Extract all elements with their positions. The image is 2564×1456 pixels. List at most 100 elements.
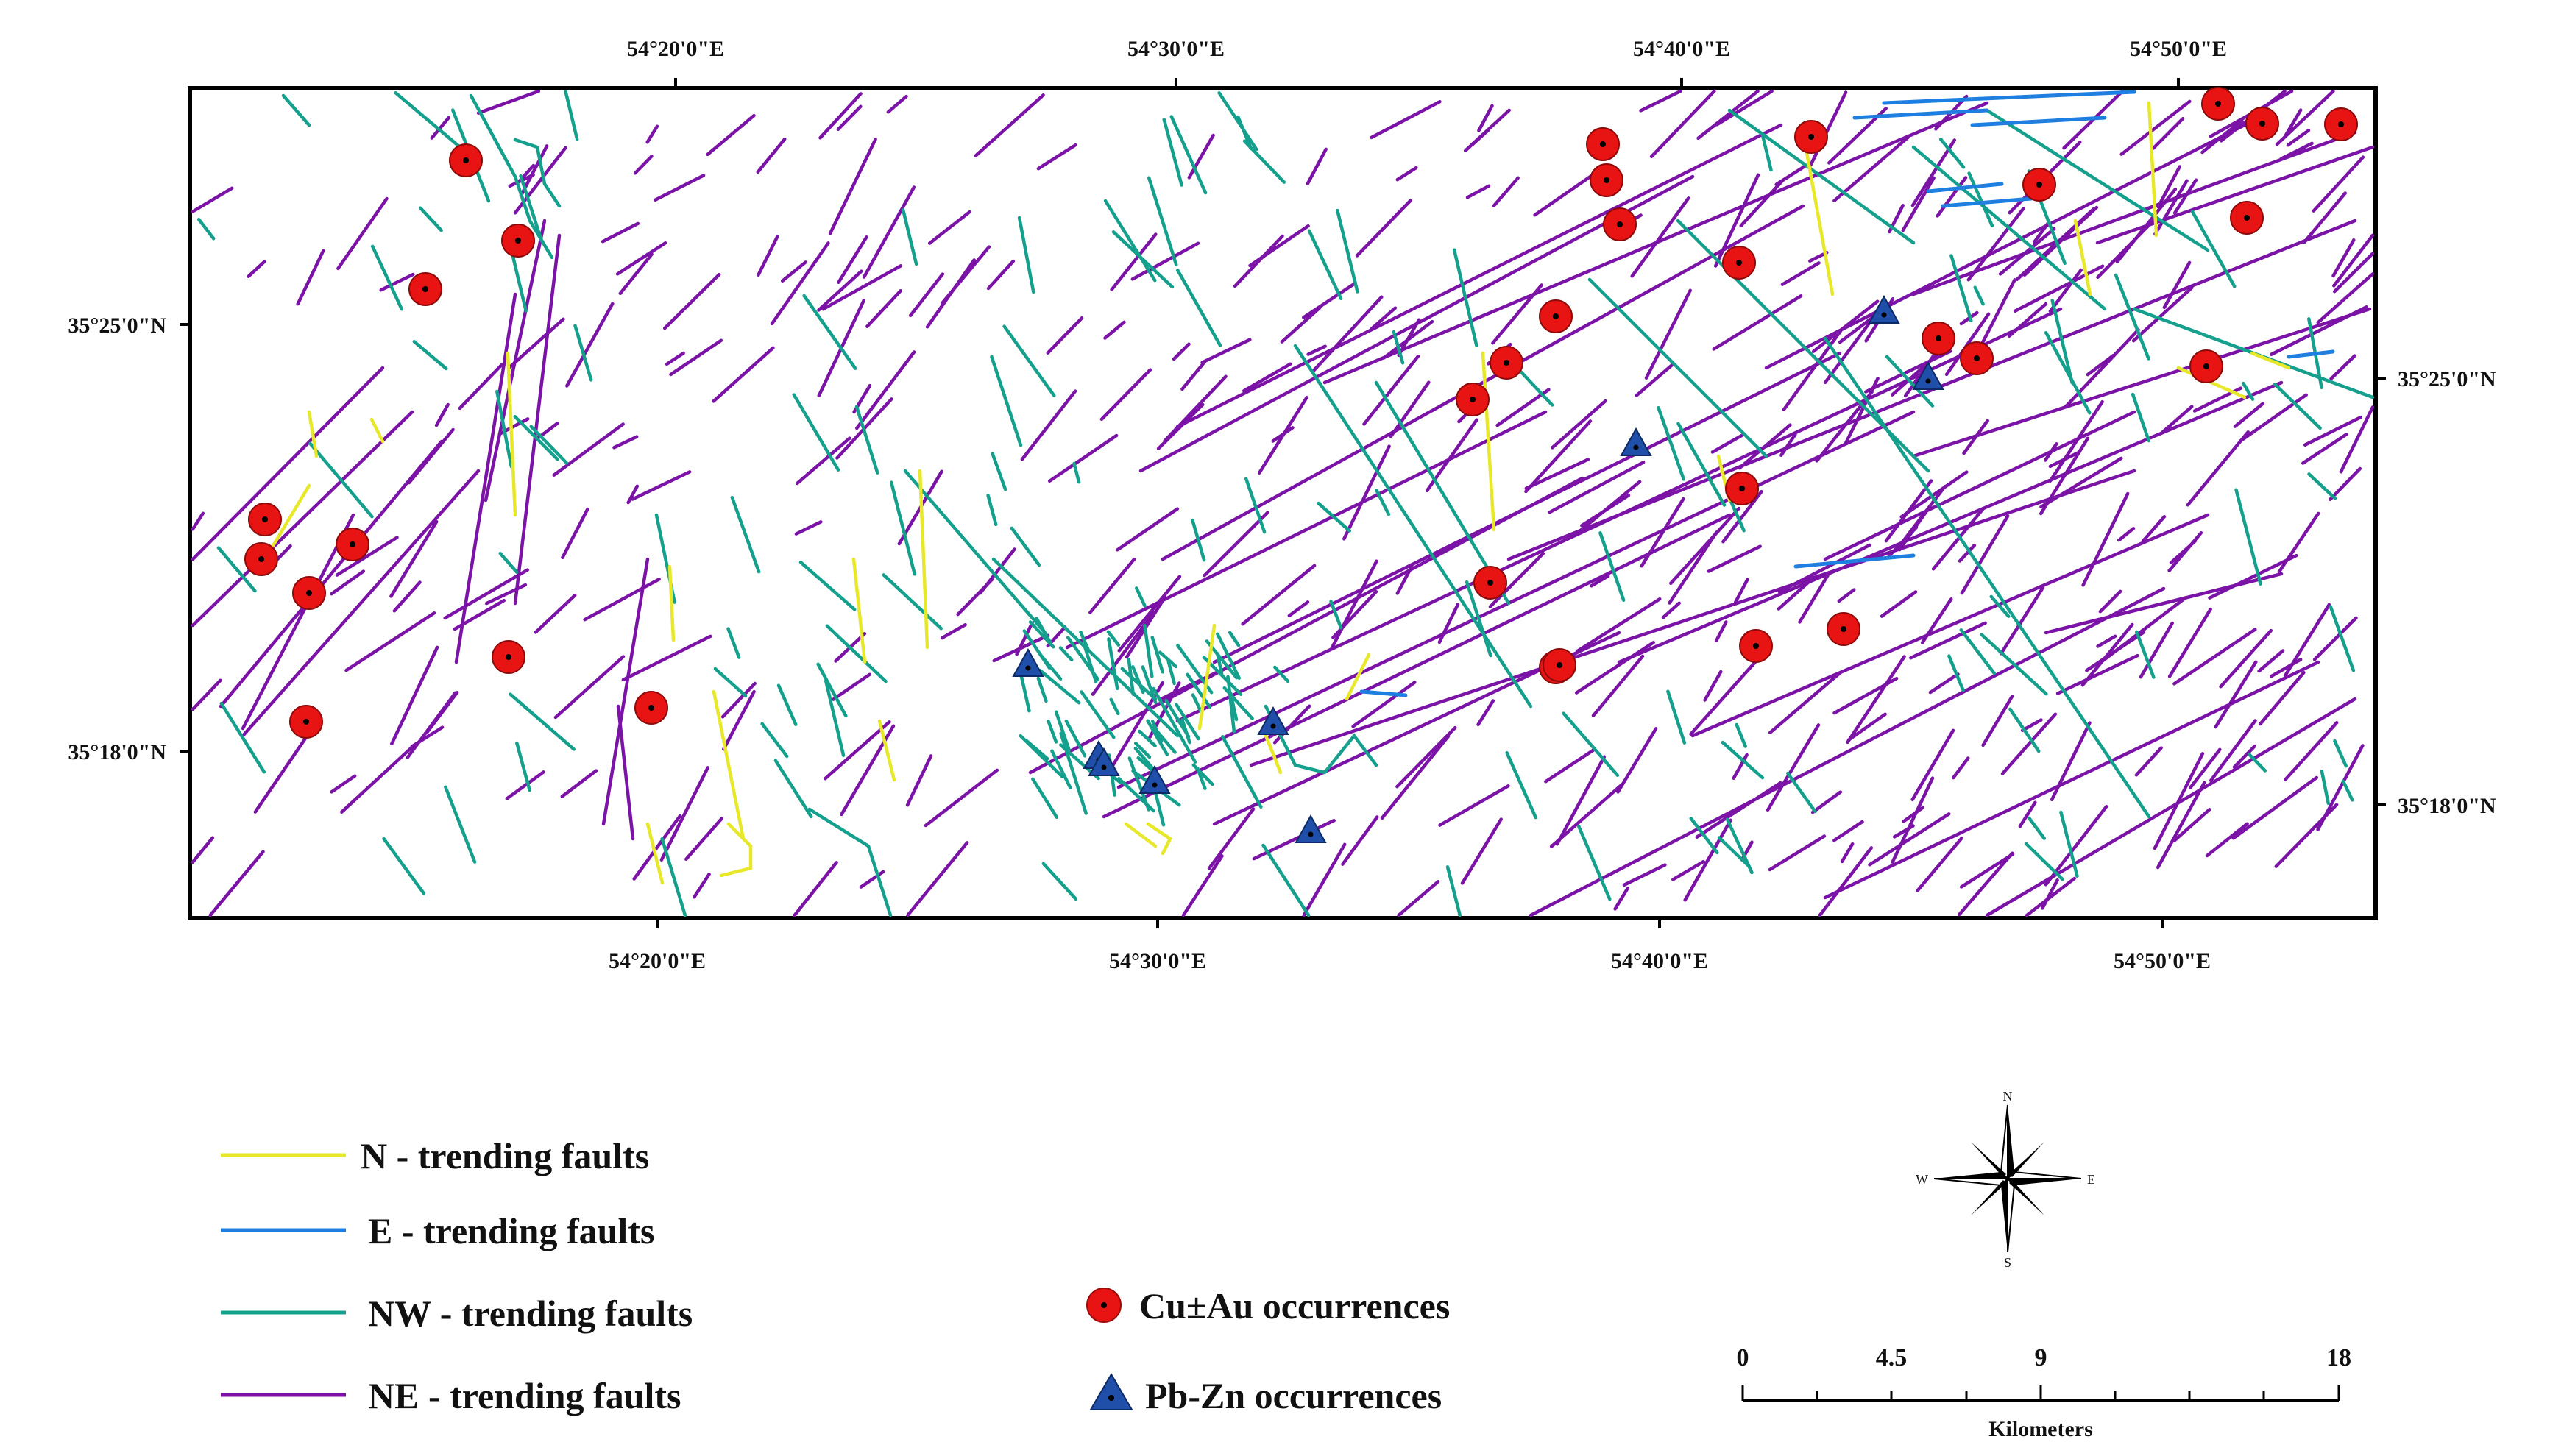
ne-fault-line: [1302, 842, 1347, 917]
nw-fault-line: [1947, 654, 1965, 692]
ne-fault-line: [1703, 670, 1723, 702]
nw-fault-line: [1264, 704, 1378, 775]
cu-au-occurrence: [1725, 472, 1759, 505]
nw-fault-line: [2027, 816, 2047, 840]
nw-fault-line: [1191, 518, 1206, 562]
ne-fault-line: [565, 302, 615, 388]
ne-fault-line: [2301, 433, 2348, 465]
ne-fault-line: [2332, 233, 2375, 288]
ne-fault-line: [1306, 344, 1327, 356]
ne-fault-line: [1951, 756, 1970, 780]
ne-fault-line: [1046, 316, 1084, 355]
nw-fault-line: [1175, 703, 1200, 741]
ne-fault-line: [425, 691, 459, 735]
bottom-axis-label: 54°30'0"E: [1109, 949, 1206, 973]
ne-fault-line: [454, 292, 517, 664]
nw-fault-line: [1226, 675, 1236, 734]
n-fault-line: [2147, 101, 2158, 238]
ne-fault-line: [1551, 399, 1607, 450]
ne-fault-line: [1116, 410, 1916, 789]
ne-fault-line: [1999, 586, 2045, 656]
ne-fault-line: [1524, 419, 1593, 494]
ne-fault-line: [665, 351, 685, 366]
ne-fault-line: [2316, 272, 2375, 324]
ne-fault-line: [344, 611, 436, 672]
nw-fault-line: [2329, 605, 2356, 672]
nw-fault-line: [1445, 865, 1462, 917]
ne-fault-line: [720, 681, 757, 719]
nw-fault-line: [1949, 254, 1973, 323]
nw-fault-line: [2024, 842, 2064, 881]
n-fault-line: [1124, 822, 1158, 848]
ne-fault-line: [986, 259, 1016, 291]
nw-fault-line: [2008, 707, 2041, 753]
nw-fault-line: [2242, 381, 2255, 401]
nw-fault-line: [1598, 530, 1626, 603]
legend-ne-fault-label: NE - trending faults: [368, 1375, 681, 1416]
nw-fault-line: [1031, 777, 1059, 820]
ne-fault-line: [2141, 515, 2167, 543]
ne-fault-line: [1470, 128, 1490, 147]
nw-fault-line: [1146, 719, 1169, 756]
n-fault-line: [1146, 822, 1172, 856]
ne-fault-line: [817, 269, 863, 312]
ne-fault-line: [2312, 155, 2365, 213]
right-axis-label: 35°25'0"N: [2398, 367, 2496, 391]
ne-fault-line: [1981, 695, 2014, 747]
ne-fault-line: [601, 557, 650, 826]
e-fault-line: [1882, 90, 2136, 105]
ne-fault-line: [770, 241, 830, 326]
ne-fault-line: [1958, 543, 1977, 563]
legend-cu-au-symbol: [1086, 1288, 1122, 1323]
nw-fault-line: [2050, 299, 2074, 385]
ne-fault-line: [2162, 260, 2192, 310]
ne-fault-line: [2186, 430, 2250, 507]
ne-fault-line: [793, 861, 838, 917]
ne-fault-line: [1713, 173, 1760, 268]
ne-fault-line: [1590, 574, 1610, 588]
nw-fault-line: [1562, 711, 1620, 778]
n-fault-line: [877, 719, 896, 782]
ne-fault-line: [1884, 479, 1933, 543]
nw-fault-line: [1028, 620, 1055, 649]
nw-fault-line: [1058, 646, 1074, 662]
ne-fault-line: [1280, 306, 1322, 344]
ne-fault-line: [1395, 166, 1418, 182]
ne-fault-line: [1370, 99, 1442, 140]
bottom-axis-label: 54°20'0"E: [609, 949, 706, 973]
ne-fault-line: [1809, 90, 1848, 167]
ne-fault-line: [330, 774, 357, 794]
nw-fault-line: [418, 206, 443, 232]
nw-fault-line: [1329, 600, 1343, 630]
nw-fault-line: [1261, 843, 1311, 917]
ne-fault-line: [2064, 327, 2140, 409]
ne-fault-line: [1020, 389, 1077, 461]
nw-fault-line: [1228, 691, 1239, 722]
ne-fault-line: [1330, 559, 1378, 650]
ne-fault-line: [2332, 252, 2375, 294]
ne-fault-line: [191, 366, 385, 561]
nw-fault-line: [1273, 665, 1290, 683]
ne-fault-line: [2025, 876, 2077, 917]
ne-fault-line: [1488, 552, 1545, 608]
nw-fault-line: [1307, 229, 1343, 301]
ne-fault-line: [1811, 299, 1880, 353]
ne-fault-line: [1798, 573, 1830, 624]
ne-fault-line: [1362, 354, 1420, 426]
ne-fault-line: [335, 536, 399, 577]
ne-fault-line: [1710, 433, 1745, 454]
cu-au-occurrence: [2022, 168, 2056, 202]
ne-fault-line: [1902, 806, 1924, 823]
nw-fault-line: [2114, 273, 2150, 361]
ne-fault-line: [1028, 476, 1584, 775]
top-axis-label: 54°50'0"E: [2130, 37, 2227, 61]
nw-fault-line: [412, 340, 448, 371]
ne-fault-line: [712, 346, 775, 403]
nw-fault-line: [773, 759, 813, 819]
e-fault-line: [1926, 182, 2004, 193]
nw-fault-line: [529, 425, 569, 465]
ne-faults-layer: [191, 89, 2375, 917]
ne-fault-line: [1910, 138, 1957, 207]
ne-fault-line: [1524, 458, 1590, 491]
cu-au-occurrence: [492, 640, 525, 674]
